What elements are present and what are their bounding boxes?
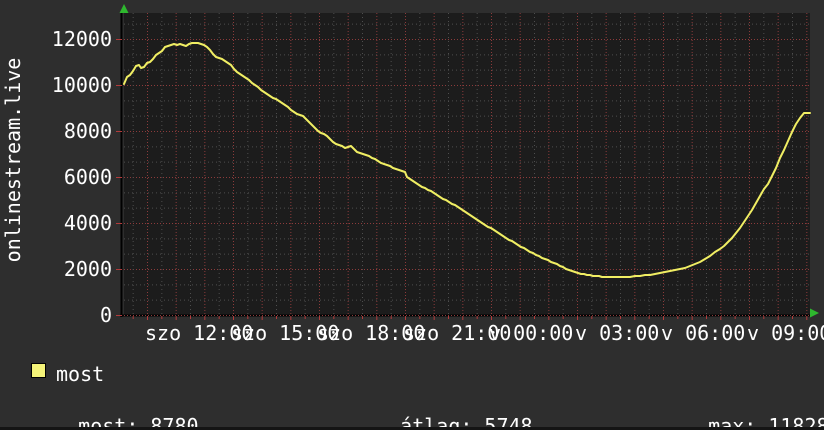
- green-up-arrow-icon: [119, 4, 129, 13]
- y-tick-label-10000: 10000: [51, 73, 112, 97]
- x-tick-label-1: szo 15:00: [231, 321, 340, 345]
- stat-most: most: 8780: [30, 390, 199, 430]
- y-tick-label-12000: 12000: [51, 27, 112, 51]
- y-tick-label-6000: 6000: [63, 165, 112, 189]
- x-tick-label-5: v 03:00: [575, 321, 660, 345]
- x-tick-label-7: v 09:00: [747, 321, 824, 345]
- stat-most-value: 8780: [150, 414, 199, 430]
- bottom-border: [0, 427, 824, 430]
- x-tick-label-3: szo 21:00: [403, 321, 512, 345]
- x-tick-label-4: v 00:00: [489, 321, 574, 345]
- stat-most-label: most:: [78, 414, 139, 430]
- y-tick-label-0: 0: [99, 303, 112, 327]
- y-tick-label-2000: 2000: [63, 257, 112, 281]
- y-tick-label-4000: 4000: [63, 211, 112, 235]
- x-tick-label-2: szo 18:00: [317, 321, 426, 345]
- legend-label-most: most: [56, 362, 105, 386]
- stat-max-value: 11828: [768, 414, 824, 430]
- legend-swatch-most: [31, 363, 46, 378]
- y-tick-label-8000: 8000: [63, 119, 112, 143]
- stat-atlag-label: átlag:: [400, 414, 473, 430]
- x-tick-label-0: szo 12:00: [145, 321, 254, 345]
- green-right-arrow-icon: [810, 308, 819, 318]
- stat-atlag-value: 5748: [484, 414, 533, 430]
- stat-max-label: max:: [708, 414, 757, 430]
- stat-atlag: átlag: 5748: [352, 390, 533, 430]
- x-tick-label-6: v 06:00: [661, 321, 746, 345]
- stat-max: max: 11828: [660, 390, 824, 430]
